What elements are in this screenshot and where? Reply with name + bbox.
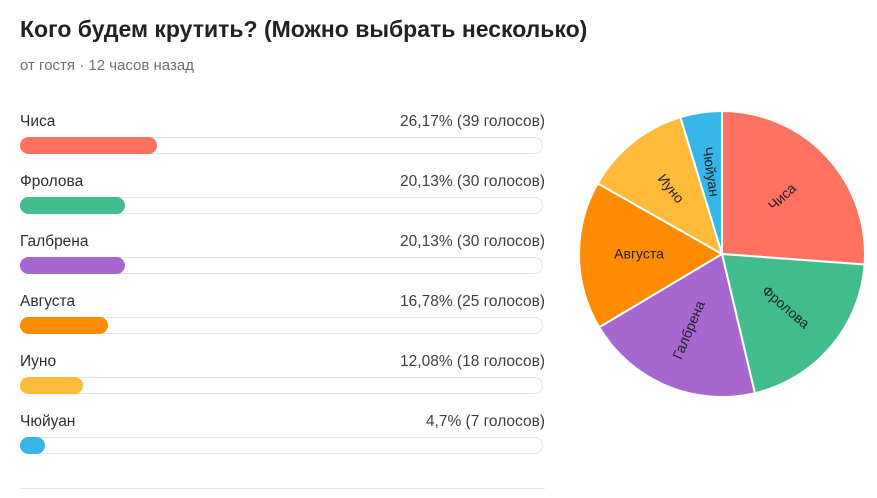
option-bar-fill — [20, 377, 84, 394]
option-bar-fill — [20, 437, 45, 454]
poll-options: Чиса 26,17% (39 голосов) Фролова 20,13% … — [20, 110, 545, 470]
option-label: Чюйуан — [20, 413, 76, 430]
option-bar-fill — [20, 257, 126, 274]
option-label: Галбрена — [20, 233, 89, 250]
option-result: 12,08% (18 голосов) — [400, 353, 545, 370]
poll-option-frolova[interactable]: Фролова 20,13% (30 голосов) — [20, 170, 545, 230]
option-result: 20,13% (30 голосов) — [400, 233, 545, 250]
option-result: 26,17% (39 голосов) — [400, 113, 545, 130]
option-label: Иуно — [20, 353, 57, 370]
poll-option-iuno[interactable]: Иуно 12,08% (18 голосов) — [20, 350, 545, 410]
pie-label-chuyuan: Чюйуан — [699, 146, 722, 198]
divider — [20, 488, 545, 489]
pie-slice-frolova — [720, 252, 866, 395]
poll-meta: от гостя · 12 часов назад — [20, 57, 194, 74]
pie-slice-iuno — [596, 115, 724, 257]
pie-slice-avgusta — [578, 182, 724, 329]
poll-option-chisa[interactable]: Чиса 26,17% (39 голосов) — [20, 110, 545, 170]
option-label: Фролова — [20, 173, 84, 190]
poll-option-avgusta[interactable]: Августа 16,78% (25 голосов) — [20, 290, 545, 350]
poll-title: Кого будем крутить? (Можно выбрать неско… — [20, 16, 588, 42]
option-result: 16,78% (25 голосов) — [400, 293, 545, 310]
pie-slice-galbrena — [597, 252, 757, 398]
option-label: Августа — [20, 293, 76, 310]
option-bar-fill — [20, 317, 108, 334]
option-bar-track — [20, 437, 543, 454]
option-result: 20,13% (30 голосов) — [400, 173, 545, 190]
option-bar-track — [20, 377, 543, 394]
pie-slice-chisa — [721, 109, 866, 266]
poll-option-chuyuan[interactable]: Чюйуан 4,7% (7 голосов) — [20, 410, 545, 470]
option-result: 4,7% (7 голосов) — [425, 413, 545, 430]
option-label: Чиса — [20, 113, 56, 130]
option-bar-fill — [20, 197, 126, 214]
pie-label-avgusta: Августа — [614, 246, 664, 262]
pie-slice-chuyuan — [679, 109, 723, 255]
poll-option-galbrena[interactable]: Галбрена 20,13% (30 голосов) — [20, 230, 545, 290]
option-bar-fill — [20, 137, 157, 154]
